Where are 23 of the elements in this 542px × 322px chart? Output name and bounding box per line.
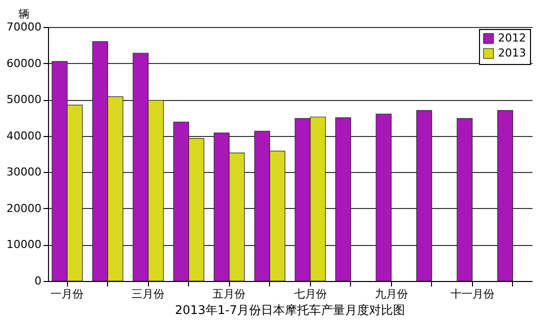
y-tick-label: 40000: [6, 129, 42, 142]
legend-label: 2013: [498, 46, 526, 60]
y-tick-label: 20000: [6, 202, 42, 215]
y-tick-label: 60000: [6, 56, 42, 70]
y-tick-label: 70000: [6, 20, 42, 34]
legend-label: 2012: [498, 32, 526, 44]
bar: [456, 118, 473, 282]
y-tick-label: 30000: [6, 166, 42, 179]
y-tick-label: 0: [34, 274, 42, 288]
x-tick-label: 三月份: [132, 288, 165, 300]
x-tick-label: 七月份: [294, 288, 327, 300]
bar: [335, 117, 352, 282]
y-tick-label: 10000: [6, 238, 42, 252]
y-axis-title: 辆: [18, 8, 30, 20]
x-tick-label: 一月份: [50, 288, 84, 300]
x-tick-label: 九月份: [374, 288, 408, 300]
bar: [376, 114, 392, 282]
y-tick-label: 50000: [6, 93, 42, 106]
bar: [416, 110, 432, 282]
x-tick-label: 十一月份: [450, 288, 494, 300]
bar: [497, 110, 514, 282]
x-tick-label: 五月份: [212, 288, 246, 300]
text: 2013年1-7月份日本摩托车产量月度对比图: [174, 303, 406, 317]
